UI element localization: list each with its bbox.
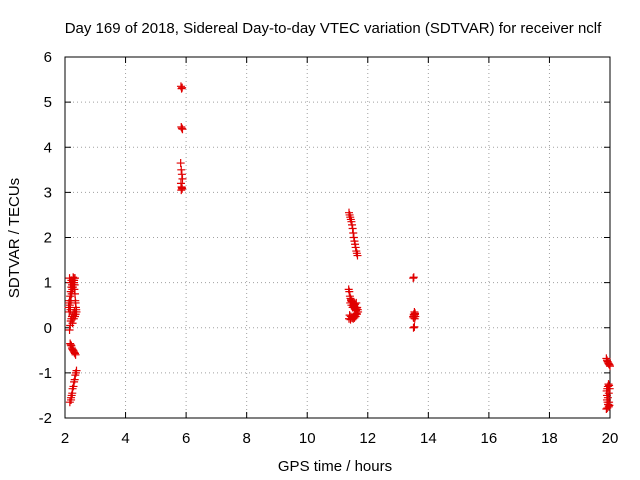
y-tick-label: 1 bbox=[44, 275, 52, 292]
data-point-plus bbox=[72, 366, 81, 375]
data-point-plus bbox=[605, 384, 614, 393]
data-point-plus bbox=[605, 360, 614, 369]
x-tick-label: 8 bbox=[242, 430, 250, 447]
data-point-plus bbox=[70, 377, 79, 386]
data-point-plus bbox=[177, 183, 186, 192]
data-point-plus bbox=[70, 289, 79, 298]
y-axis-label: SDTVAR / TECUs bbox=[6, 178, 23, 298]
y-tick-label: 3 bbox=[44, 184, 52, 201]
data-point-plus bbox=[602, 404, 611, 413]
data-point-plus bbox=[605, 398, 614, 407]
data-point-plus bbox=[351, 303, 360, 312]
y-tick-label: 5 bbox=[44, 94, 52, 111]
y-tick-label: -1 bbox=[39, 365, 52, 382]
data-point-plus bbox=[178, 83, 187, 92]
data-point-plus bbox=[70, 274, 79, 283]
data-point-plus bbox=[606, 362, 614, 371]
x-tick-label: 4 bbox=[121, 430, 129, 447]
x-axis-label: GPS time / hours bbox=[278, 458, 392, 475]
x-tick-label: 16 bbox=[481, 430, 498, 447]
data-point-plus bbox=[68, 283, 77, 292]
x-tick-label: 12 bbox=[359, 430, 376, 447]
y-tick-label: 0 bbox=[44, 320, 52, 337]
x-tick-label: 18 bbox=[541, 430, 558, 447]
x-tick-labels: 2 4 6 8 10 12 14 16 18 20 bbox=[61, 430, 619, 447]
x-tick-label: 14 bbox=[420, 430, 437, 447]
y-tick-label: 2 bbox=[44, 230, 52, 247]
data-point-plus bbox=[411, 312, 420, 321]
data-point-plus bbox=[345, 287, 354, 296]
data-points bbox=[64, 82, 614, 413]
data-point-plus bbox=[603, 393, 612, 402]
data-point-plus bbox=[354, 307, 363, 316]
plot-frame bbox=[64, 56, 611, 419]
chart-title: Day 169 of 2018, Sidereal Day-to-day VTE… bbox=[65, 20, 602, 37]
data-point-plus bbox=[71, 371, 80, 380]
data-point-plus bbox=[349, 233, 358, 242]
data-point-plus bbox=[410, 322, 419, 331]
data-point-plus bbox=[67, 391, 76, 400]
data-point-plus bbox=[68, 319, 77, 328]
x-tick-label: 20 bbox=[602, 430, 619, 447]
grid-lines bbox=[65, 57, 610, 418]
data-point-plus bbox=[176, 179, 185, 188]
data-point-plus bbox=[349, 228, 358, 237]
data-point-plus bbox=[178, 125, 187, 134]
data-point-plus bbox=[348, 297, 357, 306]
data-point-plus bbox=[348, 224, 357, 233]
data-point-plus bbox=[65, 326, 74, 335]
data-point-plus bbox=[177, 124, 186, 133]
x-tick-label: 6 bbox=[182, 430, 190, 447]
data-point-plus bbox=[68, 384, 77, 393]
data-point-plus bbox=[409, 313, 418, 322]
y-tick-label: 4 bbox=[44, 139, 52, 156]
data-point-plus bbox=[177, 170, 186, 179]
data-point-plus bbox=[604, 380, 613, 389]
data-point-plus bbox=[177, 165, 186, 174]
data-point-plus bbox=[603, 404, 612, 413]
data-point-plus bbox=[65, 301, 74, 310]
data-point-plus bbox=[71, 310, 80, 319]
data-point-plus bbox=[347, 295, 356, 304]
data-point-plus bbox=[353, 251, 362, 260]
data-point-plus bbox=[352, 309, 361, 318]
data-point-plus bbox=[409, 274, 418, 283]
data-point-plus bbox=[409, 323, 418, 332]
data-point-plus bbox=[351, 243, 360, 252]
y-tick-label: -2 bbox=[39, 410, 52, 427]
x-tick-label: 2 bbox=[61, 430, 69, 447]
data-point-plus bbox=[348, 220, 357, 229]
data-point-plus bbox=[70, 349, 79, 358]
y-tick-label: 6 bbox=[44, 49, 52, 66]
data-point-plus bbox=[177, 84, 186, 93]
y-tick-labels: -2 -1 0 1 2 3 4 5 6 bbox=[39, 49, 52, 427]
x-tick-label: 10 bbox=[299, 430, 316, 447]
data-point-plus bbox=[178, 174, 187, 183]
data-point-plus bbox=[71, 350, 80, 359]
data-point-plus bbox=[176, 159, 185, 168]
data-point-plus bbox=[604, 389, 613, 398]
data-point-plus bbox=[409, 273, 418, 282]
